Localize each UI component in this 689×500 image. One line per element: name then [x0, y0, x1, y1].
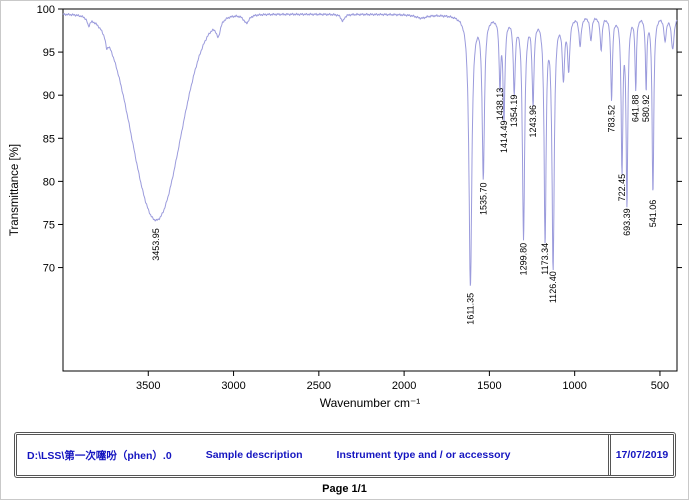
peak-label: 1414.49 — [499, 120, 509, 153]
peak-label: 1438.13 — [495, 88, 505, 121]
spectrum-trace — [62, 12, 678, 286]
peak-label: 1611.35 — [465, 293, 475, 325]
report-footer: D:\LSS\第一次噻吩（phen）.0 Sample description … — [14, 432, 676, 478]
x-axis-tick-label: 2500 — [307, 380, 331, 392]
footer-sample-description-label: Sample description — [205, 449, 303, 461]
x-axis-tick-label: 2000 — [392, 380, 416, 392]
peak-label: 641.88 — [631, 95, 641, 123]
x-axis-tick-label: 500 — [651, 380, 669, 392]
page-number-label: Page 1/1 — [322, 483, 367, 495]
x-axis-title: Wavenumber cm⁻¹ — [320, 396, 421, 410]
peak-label: 3453.95 — [151, 228, 161, 261]
x-axis-tick-label: 3000 — [221, 380, 245, 392]
y-axis-tick-label: 70 — [43, 263, 55, 275]
x-axis-tick-label: 1500 — [477, 380, 501, 392]
peak-label: 783.52 — [607, 105, 617, 133]
peak-label: 1354.19 — [509, 95, 519, 128]
y-axis-tick-label: 80 — [43, 176, 55, 188]
plot-frame — [62, 8, 678, 372]
footer-left-cell: D:\LSS\第一次噻吩（phen）.0 Sample description … — [17, 435, 608, 475]
footer-file-path: D:\LSS\第一次噻吩（phen）.0 — [27, 449, 172, 462]
x-axis-tick-label: 1000 — [562, 380, 586, 392]
plot-area: 3500 3000 2500 2000 1500 1000 500 70 75 80 85 90 95 1… — [37, 4, 682, 392]
peak-label: 1126.40 — [548, 271, 558, 303]
peak-label: 1535.70 — [478, 182, 488, 215]
peak-label: 541.06 — [648, 200, 658, 228]
ir-spectrum-chart: Transmittance [%] Wavenumber cm⁻¹ 3500 30… — [9, 4, 682, 410]
footer-date-cell: 17/07/2019 — [608, 435, 673, 475]
y-axis-tick-label: 95 — [43, 47, 55, 59]
y-axis-title: Transmittance [%] — [9, 144, 21, 236]
peak-label: 1299.80 — [519, 243, 529, 276]
footer-instrument-label: Instrument type and / or accessory — [336, 449, 511, 461]
peak-label: 693.39 — [622, 208, 632, 236]
x-axis-tick-label: 3500 — [136, 380, 160, 392]
y-axis-tick-label: 100 — [37, 4, 55, 16]
y-axis-tick-label: 85 — [43, 133, 55, 145]
y-axis-tick-label: 75 — [43, 219, 55, 231]
peak-label: 1243.96 — [528, 105, 538, 138]
peak-label: 1173.34 — [540, 243, 550, 275]
y-axis-tick-label: 90 — [43, 90, 55, 102]
peak-label: 580.92 — [641, 95, 651, 123]
peak-label: 722.45 — [617, 174, 627, 202]
